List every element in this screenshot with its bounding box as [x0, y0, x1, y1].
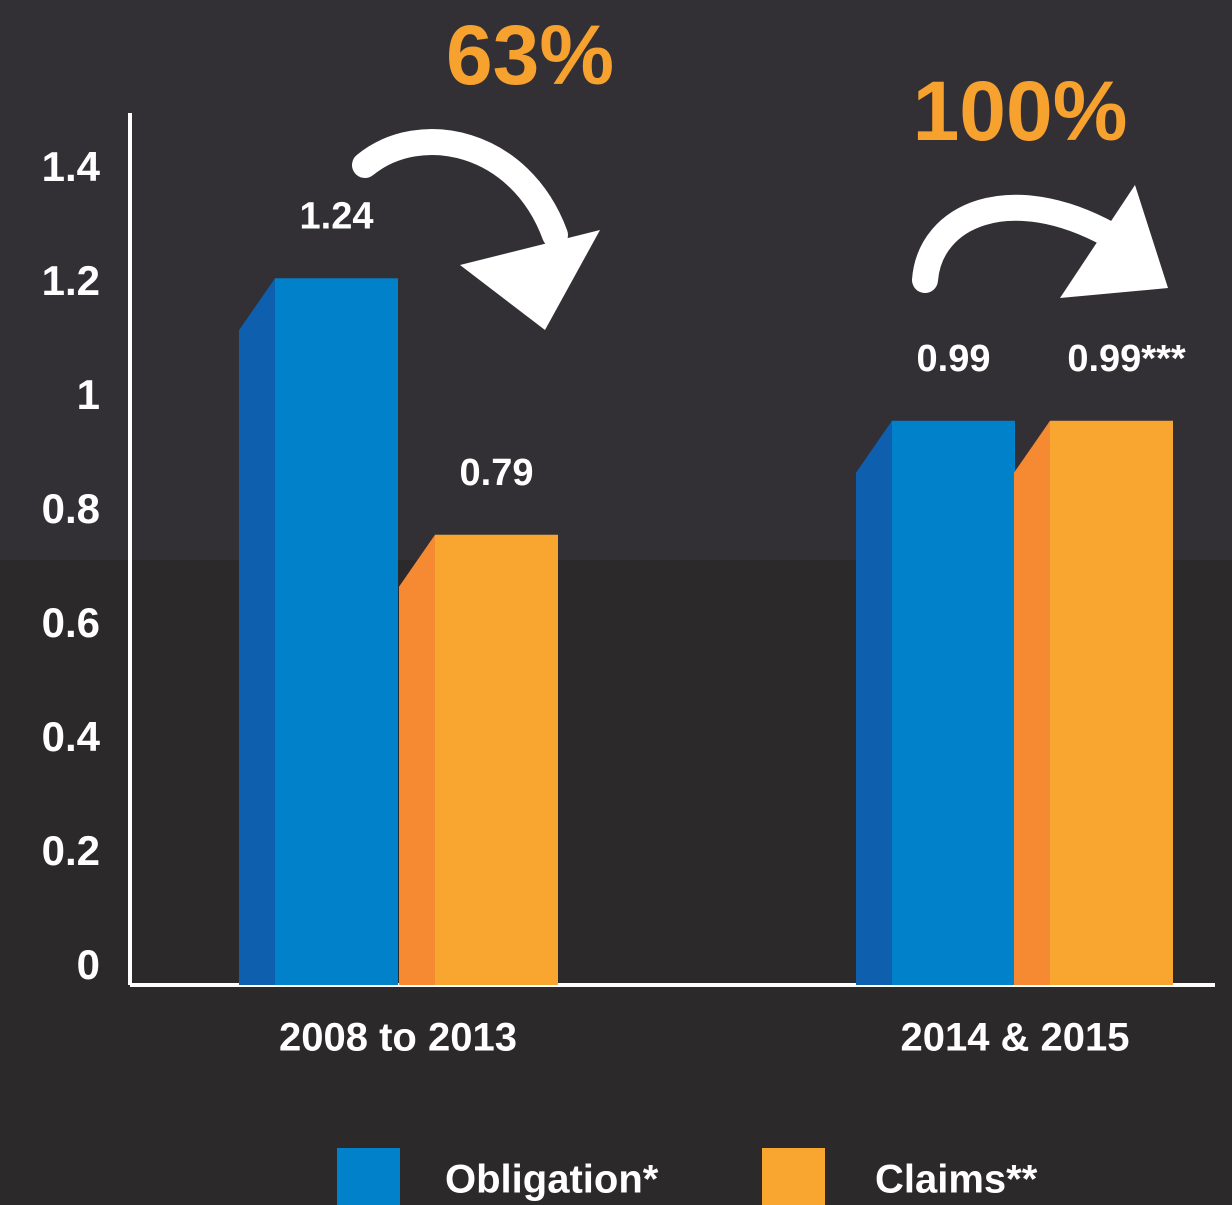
y-tick-label: 0.8 — [42, 485, 100, 532]
bar-side — [239, 278, 275, 985]
annotation: 100% — [913, 64, 1128, 158]
bar — [892, 421, 1015, 985]
y-tick-label: 0.6 — [42, 599, 100, 646]
y-tick-label: 1.2 — [42, 257, 100, 304]
value-label: 1.24 — [300, 195, 374, 237]
y-tick-label: 0 — [77, 941, 100, 988]
bar — [1050, 421, 1173, 985]
legend-swatch — [762, 1148, 825, 1205]
legend-label: Obligation* — [445, 1158, 659, 1202]
bar-side — [856, 421, 892, 985]
value-label: 0.99 — [917, 338, 991, 380]
value-label: 0.99*** — [1067, 338, 1186, 380]
annotation: 63% — [446, 8, 614, 102]
y-tick-label: 1 — [77, 371, 100, 418]
y-tick-label: 0.4 — [42, 713, 101, 760]
bar-side — [1014, 421, 1050, 985]
x-tick-label: 2008 to 2013 — [279, 1016, 517, 1060]
bar — [435, 535, 558, 985]
legend-swatch — [337, 1148, 400, 1205]
chart: 0 0.2 0.4 0.6 0.8 1 1.2 1.4 2008 to 2013 1.24 0.79… — [0, 0, 1232, 1205]
y-tick-label: 0.2 — [42, 827, 100, 874]
x-tick-label: 2014 & 2015 — [900, 1016, 1129, 1060]
legend-label: Claims** — [875, 1158, 1038, 1202]
value-label: 0.79 — [460, 452, 534, 494]
y-tick-label: 1.4 — [42, 143, 101, 190]
bar-side — [399, 535, 435, 985]
bar — [275, 278, 398, 985]
